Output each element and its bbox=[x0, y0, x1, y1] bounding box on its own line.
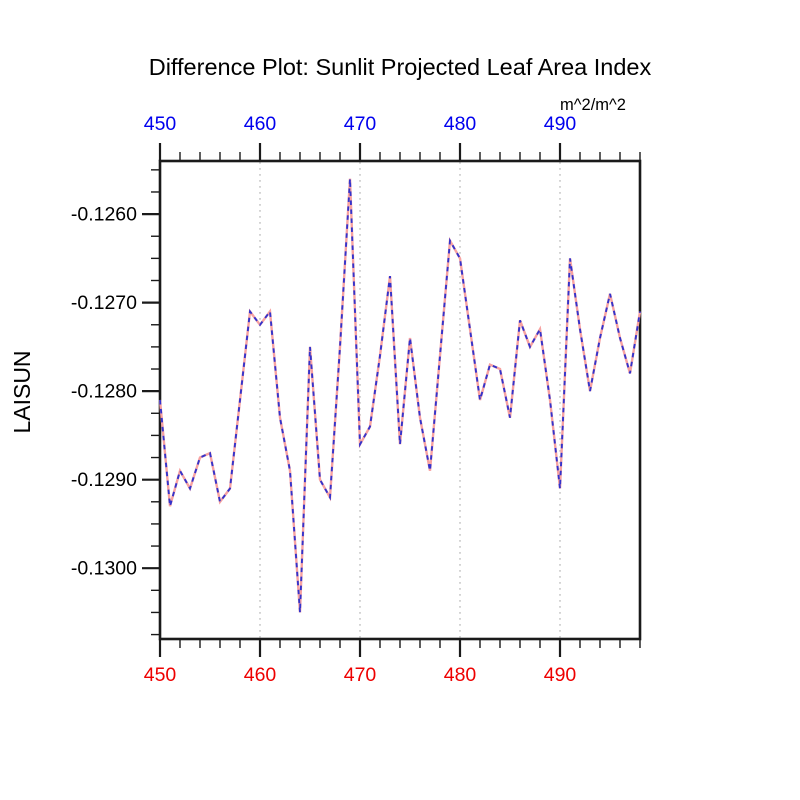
chart-title: Difference Plot: Sunlit Projected Leaf A… bbox=[149, 54, 652, 80]
x-tick-label-bottom-490: 490 bbox=[544, 664, 577, 686]
y-tick-label-2: -0.1280 bbox=[71, 381, 137, 403]
x-tick-label-top-470: 470 bbox=[344, 113, 377, 135]
frame bbox=[158, 159, 642, 641]
x-tick-label-top-450: 450 bbox=[144, 113, 177, 135]
x-tick-label-bottom-480: 480 bbox=[444, 664, 477, 686]
case-line-salmon bbox=[158, 178, 642, 613]
unit-label: m^2/m^2 bbox=[560, 96, 626, 114]
x-tick-label-bottom-450: 450 bbox=[144, 664, 177, 686]
plot-frame bbox=[158, 159, 642, 641]
gridlines bbox=[259, 162, 561, 638]
axis-ticks bbox=[142, 143, 641, 657]
x-tick-label-bottom-460: 460 bbox=[244, 664, 277, 686]
x-tick-label-top-460: 460 bbox=[244, 113, 277, 135]
y-tick-label-1: -0.1270 bbox=[71, 292, 137, 314]
case-line-blue-dashed bbox=[159, 178, 641, 613]
y-axis-label: LAISUN bbox=[9, 350, 35, 433]
y-tick-label-4: -0.1300 bbox=[71, 558, 137, 580]
x-tick-label-top-480: 480 bbox=[444, 113, 477, 135]
x-tick-label-bottom-470: 470 bbox=[344, 664, 377, 686]
axis-tick-labels: 450 450 460 460 470 470 480 480 490 490 -0.1260 -0.… bbox=[71, 113, 577, 686]
x-tick-label-top-490: 490 bbox=[544, 113, 577, 135]
y-tick-label-3: -0.1290 bbox=[71, 469, 137, 491]
y-tick-label-0: -0.1260 bbox=[71, 204, 137, 226]
data-lines bbox=[158, 178, 642, 613]
